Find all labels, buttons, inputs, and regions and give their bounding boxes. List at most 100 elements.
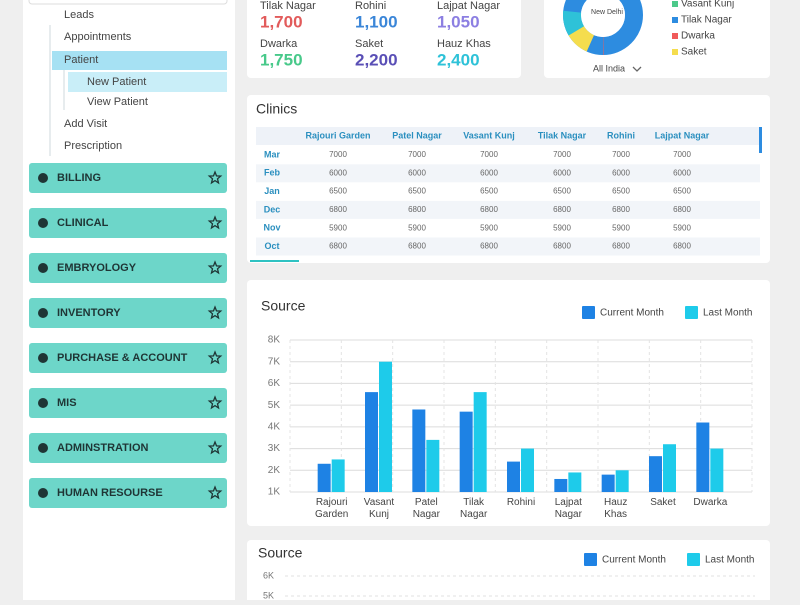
zone-selector[interactable]: All India	[593, 63, 625, 73]
menu-label[interactable]: HUMAN RESOURSE	[57, 487, 163, 499]
menu-button[interactable]	[29, 298, 227, 328]
sidebar-item[interactable]: Patient	[64, 54, 98, 66]
bar	[507, 461, 520, 492]
legend-swatch	[584, 553, 597, 566]
column-header: Rajouri Garden	[305, 130, 370, 140]
menu-button[interactable]	[29, 388, 227, 418]
menu-button[interactable]	[29, 478, 227, 508]
bar	[317, 463, 331, 492]
sidebar-item[interactable]: Appointments	[64, 31, 132, 43]
sidebar-header	[28, 0, 228, 5]
x-tick-label: Dwarka	[693, 497, 727, 508]
y-tick-label: 5K	[263, 590, 274, 600]
table-cell: 6000	[673, 168, 691, 177]
scrollbar[interactable]	[759, 127, 762, 153]
menu-label[interactable]: CLINICAL	[57, 217, 109, 229]
menu-label[interactable]: INVENTORY	[57, 307, 121, 319]
stat-label: Lajpat Nagar	[437, 0, 500, 12]
menu-icon	[38, 308, 48, 318]
sidebar-item[interactable]: New Patient	[87, 76, 146, 88]
row-month: Nov	[263, 223, 280, 233]
bar	[331, 459, 345, 492]
legend-swatch	[685, 306, 698, 319]
legend-swatch	[672, 1, 678, 7]
scroll-indicator	[250, 260, 299, 262]
stat-value: 2,400	[437, 50, 480, 69]
legend-swatch	[687, 553, 700, 566]
sidebar-item[interactable]: Add Visit	[64, 118, 107, 130]
source-panel	[247, 540, 770, 605]
favorite-star[interactable]	[207, 305, 223, 320]
table-cell: 6800	[612, 205, 630, 214]
menu-label[interactable]: MIS	[57, 397, 77, 409]
menu-button[interactable]	[29, 163, 227, 193]
table-cell: 6800	[408, 205, 426, 214]
favorite-star[interactable]	[207, 440, 223, 455]
menu-button[interactable]	[29, 433, 227, 463]
table-cell: 5900	[329, 223, 347, 232]
legend-swatch	[672, 17, 678, 23]
favorite-star[interactable]	[207, 350, 223, 365]
stats-panel	[247, 0, 521, 78]
table-cell: 5900	[408, 223, 426, 232]
menu-button[interactable]	[29, 208, 227, 238]
table-cell: 5900	[553, 223, 571, 232]
sidebar-item[interactable]: Prescription	[64, 140, 122, 152]
legend-label: Last Month	[703, 308, 752, 319]
stat-value: 1,750	[260, 50, 303, 69]
donut-segment	[563, 0, 643, 55]
y-tick-label: 8K	[268, 335, 281, 346]
selected-item	[52, 51, 227, 70]
donut-hole	[581, 0, 625, 37]
menu-button[interactable]	[29, 343, 227, 373]
menu-label[interactable]: ADMINSTRATION	[57, 442, 149, 454]
row-stripe	[256, 237, 760, 256]
menu-icon	[38, 398, 48, 408]
sidebar-item[interactable]: Leads	[64, 9, 94, 21]
table-cell: 6800	[480, 205, 498, 214]
table-cell: 6800	[480, 242, 498, 251]
y-tick-label: 2K	[268, 465, 281, 476]
bar	[412, 409, 426, 492]
donut-center-label: New Delhi	[591, 9, 623, 16]
legend-label: Tilak Nagar	[681, 15, 732, 26]
table-cell: 7000	[408, 150, 426, 159]
donut	[563, 0, 643, 55]
stat-label: Dwarka	[260, 38, 298, 50]
bar	[426, 439, 440, 492]
chart-title: Source	[261, 298, 306, 314]
menu-label[interactable]: EMBRYOLOGY	[57, 262, 137, 274]
sidebar-item[interactable]: View Patient	[87, 96, 148, 108]
row-month: Mar	[264, 149, 281, 159]
favorite-star[interactable]	[207, 395, 223, 410]
favorite-star[interactable]	[207, 485, 223, 500]
menu-label[interactable]: BILLING	[57, 172, 101, 184]
favorite-star[interactable]	[207, 215, 223, 230]
bar	[365, 392, 378, 492]
table-cell: 6500	[612, 187, 630, 196]
menu-button[interactable]	[29, 253, 227, 283]
favorite-star[interactable]	[207, 170, 223, 185]
bar	[601, 474, 615, 492]
bar	[710, 448, 724, 492]
legend-label: Dwarka	[681, 31, 715, 42]
x-tick-label: Rohini	[507, 497, 535, 508]
table-cell: 6800	[612, 242, 630, 251]
table-cell: 7000	[480, 150, 498, 159]
table-cell: 5900	[673, 223, 691, 232]
bar	[473, 392, 487, 492]
menu-icon	[38, 353, 48, 363]
x-tick-label: Tilak Nagar	[460, 497, 488, 520]
table-cell: 6800	[673, 242, 691, 251]
table-cell: 7000	[329, 150, 347, 159]
legend-swatch	[672, 49, 678, 55]
menu-label[interactable]: PURCHASE & ACCOUNT	[57, 352, 188, 364]
column-header: Patel Nagar	[392, 130, 442, 140]
bar	[379, 361, 392, 492]
bar	[554, 478, 568, 492]
x-tick-label: Patel Nagar	[413, 497, 441, 520]
dropdown-arrow[interactable]	[632, 66, 642, 72]
chart-title: Source	[258, 545, 303, 561]
favorite-star[interactable]	[207, 260, 223, 275]
bar	[459, 411, 473, 492]
